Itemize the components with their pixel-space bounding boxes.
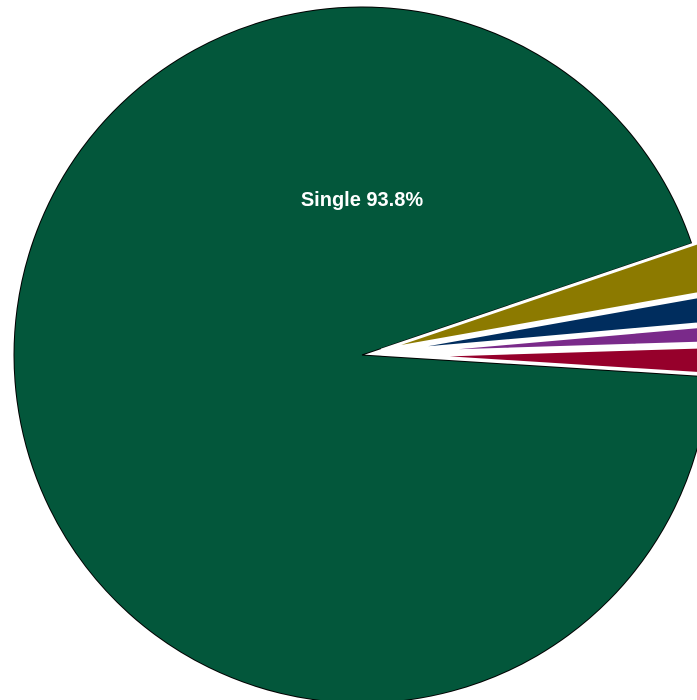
pie-slice bbox=[417, 345, 697, 375]
pie bbox=[13, 6, 697, 700]
slice-value: 93.8% bbox=[366, 189, 423, 211]
pie-slice bbox=[393, 295, 697, 353]
slice-label: Single 93.8% bbox=[301, 189, 424, 211]
pie-slice bbox=[13, 6, 697, 700]
slice-name: Single bbox=[301, 189, 361, 211]
pie-slice bbox=[380, 241, 697, 352]
pie-slice bbox=[405, 325, 697, 354]
